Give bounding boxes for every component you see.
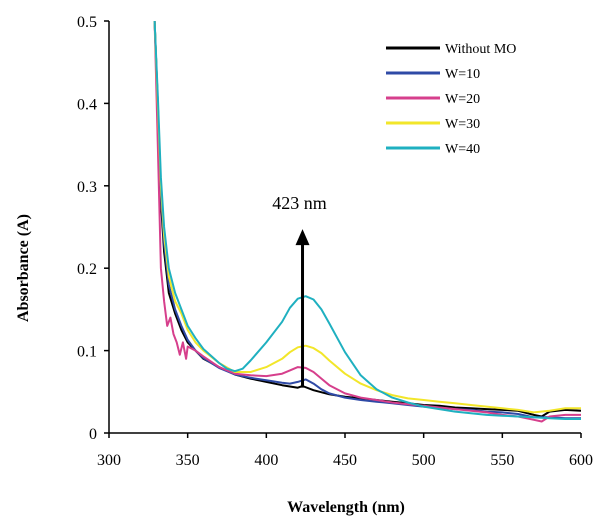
axes: 0 0.1 0.2 0.3 0.4 0.5 300 350 400 450 500 550 600 (77, 14, 593, 469)
x-tick-label: 350 (176, 452, 200, 469)
series-line-2 (153, 21, 581, 420)
x-tick-label: 300 (97, 452, 121, 469)
x-tick-label: 400 (254, 452, 278, 469)
legend-label-2: W=10 (445, 67, 480, 82)
series-line-4 (153, 21, 581, 414)
annotation: 423 nm (272, 193, 327, 388)
x-tick-label: 550 (490, 452, 514, 469)
y-tick-label: 0.4 (77, 96, 97, 113)
legend-label-4: W=30 (445, 117, 480, 132)
x-axis-title: Wavelength (nm) (287, 499, 405, 516)
legend-label-1: Without MO (445, 42, 516, 57)
legend: Without MO W=10 W=20 W=30 W=40 (386, 42, 516, 157)
x-tick-label: 450 (333, 452, 357, 469)
plot-area (153, 21, 581, 423)
y-axis-title: Absorbance (A) (15, 214, 32, 322)
x-tick-label: 500 (412, 452, 436, 469)
peak-annotation-label: 423 nm (272, 193, 327, 213)
y-tick-label: 0.1 (77, 344, 97, 361)
y-tick-label: 0.5 (77, 14, 97, 31)
arrow-head (295, 229, 310, 246)
series-line-5 (153, 21, 581, 420)
y-tick-label: 0.2 (77, 261, 97, 278)
series-line-1 (153, 21, 581, 418)
y-tick-label: 0 (89, 426, 97, 443)
legend-label-3: W=20 (445, 92, 480, 107)
legend-label-5: W=40 (445, 142, 480, 157)
x-tick-label: 600 (569, 452, 593, 469)
y-tick-label: 0.3 (77, 179, 97, 196)
